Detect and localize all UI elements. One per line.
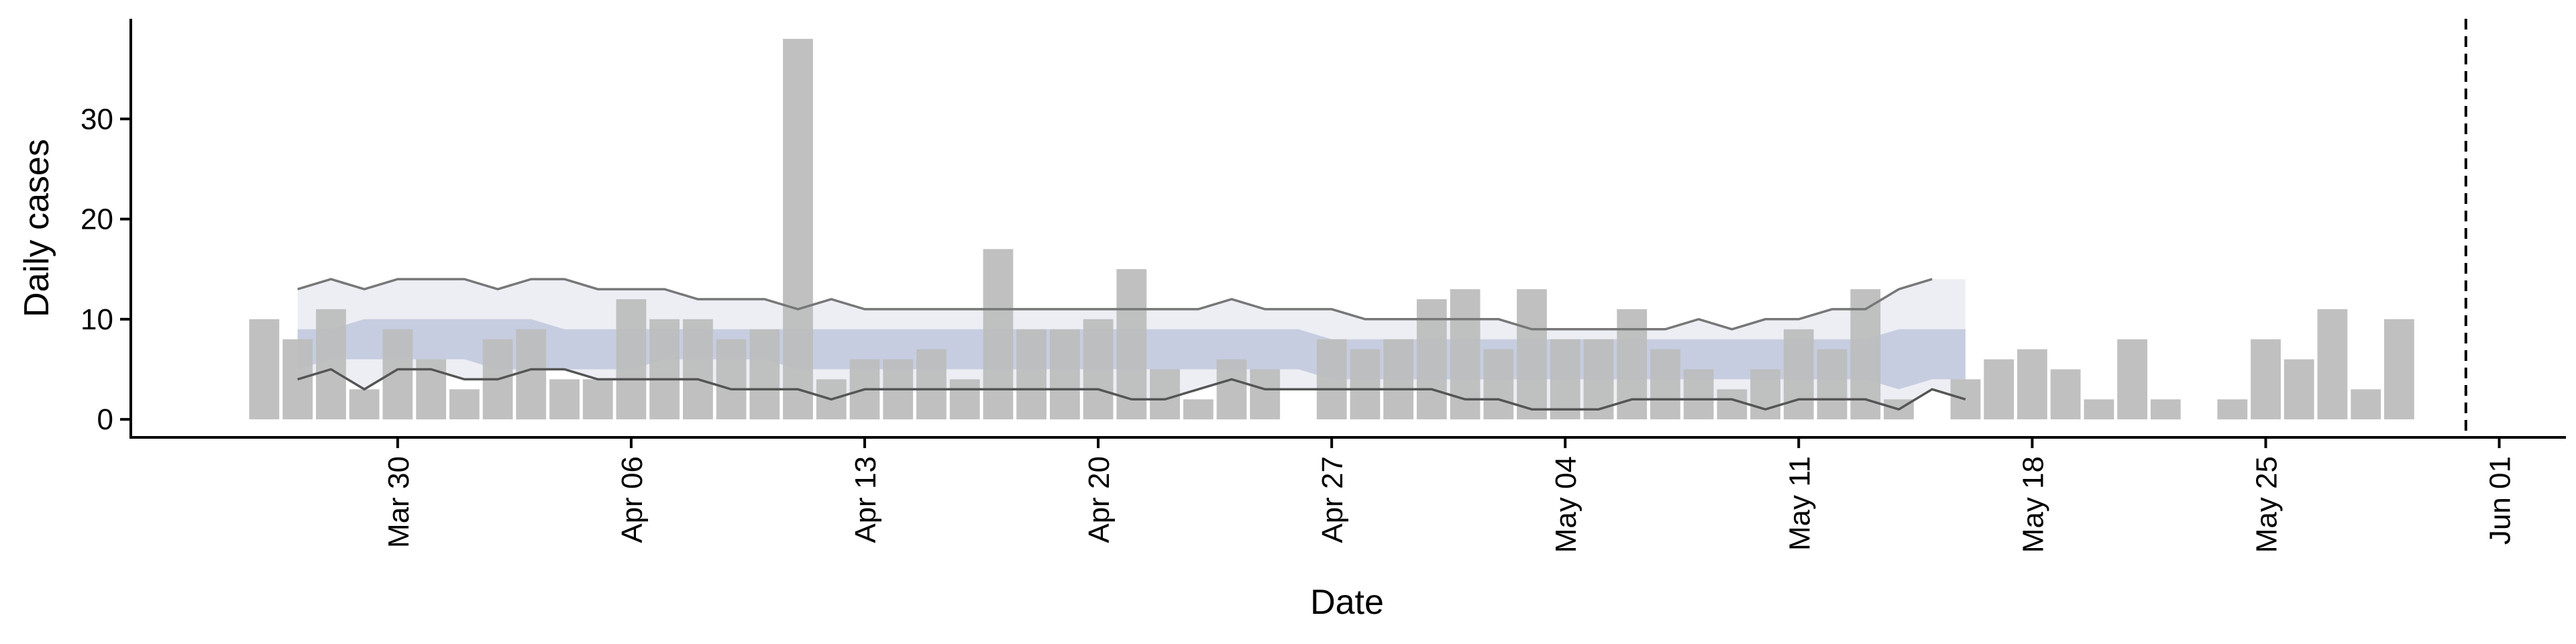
case-bar [1984,359,2015,420]
case-bar [983,249,1014,420]
band-edge-lines [297,278,1966,411]
case-bar [2017,349,2047,420]
case-bar [2317,309,2348,420]
case-bars [249,38,2414,420]
case-bar [616,299,647,420]
case-bar [582,379,613,420]
case-bar [1116,269,1147,420]
case-bar [1050,329,1080,420]
y-axis-title: Daily cases [17,139,56,317]
axes [129,19,2566,439]
case-bar [1817,349,1847,420]
case-bar [1150,369,1180,420]
x-tick-label: Jun 01 [2484,456,2517,545]
lower-bound-line [297,368,1966,411]
x-tick-label: Apr 20 [1083,456,1116,543]
case-bar [783,38,813,420]
case-bar [1350,349,1381,420]
case-bar [1216,359,1247,420]
case-bar [2284,359,2314,420]
case-bar [2084,399,2114,420]
case-bar [1550,339,1580,420]
y-tick-label: 20 [80,203,113,236]
x-tick-label: May 25 [2251,456,2284,553]
case-bar [916,349,947,420]
case-bar [249,319,280,420]
case-bar [516,329,547,420]
x-tick-label: May 04 [1550,456,1582,553]
case-bar [449,389,480,420]
case-bar [1850,289,1881,420]
case-bar [1717,389,1748,420]
case-bar [716,339,747,420]
case-bar [749,329,780,420]
case-bar [1016,329,1046,420]
case-bar [1183,399,1214,420]
case-bar [549,379,580,420]
case-bar [316,309,346,420]
case-bar [2150,399,2181,420]
x-ticks: Mar 30 Apr 06 Apr 13 Apr 20 Apr 27 May 04 May … [382,437,2517,553]
case-bar [2217,399,2248,420]
case-bar [2384,319,2414,420]
case-bar [649,319,680,420]
case-bar [1316,339,1347,420]
y-tick-label: 30 [80,103,113,136]
case-bar [1483,349,1514,420]
x-tick-label: Apr 13 [849,456,882,543]
x-tick-label: Apr 06 [616,456,649,543]
case-bar [2050,369,2081,420]
case-bar [2117,339,2147,420]
case-bar [1617,309,1648,420]
x-axis-title: Date [1310,583,1384,622]
case-bar [1683,369,1714,420]
case-bar [1250,369,1281,420]
upper-bound-line [297,278,1933,331]
case-bar [949,379,980,420]
x-tick-label: May 11 [1783,456,1816,551]
y-tick-label: 0 [97,403,113,436]
x-tick-label: Mar 30 [382,456,415,548]
case-bar [1083,319,1114,420]
case-bar [1950,379,1981,420]
y-ticks: 0 10 20 30 [80,103,131,436]
case-bar [1650,349,1680,420]
case-bar [683,319,713,420]
case-bar [1750,369,1780,420]
x-tick-label: May 18 [2017,456,2049,553]
case-bar [1450,289,1481,420]
case-bar [2351,389,2381,420]
case-bar [1416,299,1447,420]
case-bar [1383,339,1413,420]
case-bar [1783,329,1814,420]
case-bar [2251,339,2281,420]
case-bar [1517,289,1547,420]
x-tick-label: Apr 27 [1316,456,1349,543]
case-bar [349,389,380,420]
y-tick-label: 10 [80,303,113,336]
